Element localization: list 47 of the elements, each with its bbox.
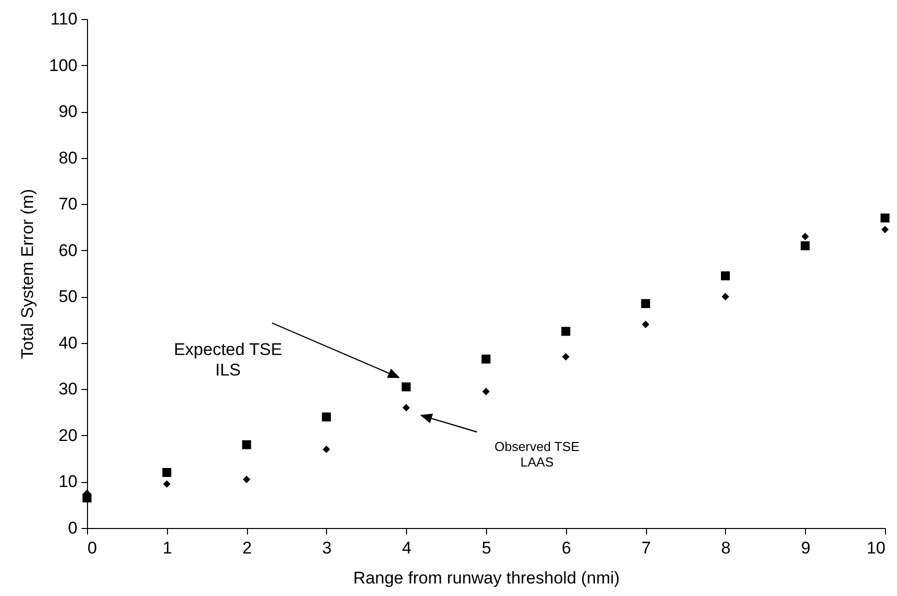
- point: [800, 241, 810, 250]
- y-tick-label: 100: [49, 56, 78, 75]
- annotation: Observed TSE LAAS: [494, 439, 580, 470]
- x-tick-label: 7: [641, 538, 651, 558]
- y-tick-label: 90: [58, 102, 78, 122]
- y-tick-label: 40: [58, 333, 78, 352]
- x-tick-label: 3: [322, 538, 332, 558]
- point: [402, 404, 410, 412]
- x-tick-label: 2: [242, 538, 252, 558]
- x-tick-label: 4: [402, 538, 412, 558]
- point: [163, 480, 171, 488]
- y-tick-label: 110: [50, 10, 78, 28]
- annotation: Expected TSE ILS: [174, 340, 282, 380]
- point: [322, 446, 330, 454]
- y-axis-title: Total System Error (m): [18, 188, 38, 360]
- point: [880, 214, 890, 222]
- point: [562, 353, 570, 360]
- x-tick-label: 0: [88, 538, 97, 558]
- point: [242, 440, 252, 450]
- point: [402, 382, 411, 392]
- point: [242, 476, 250, 484]
- point: [322, 412, 331, 422]
- x-tick-label: 5: [482, 538, 492, 558]
- y-tick-label: 80: [58, 148, 78, 168]
- point: [482, 388, 490, 396]
- point: [482, 354, 490, 364]
- y-tick-label: 20: [58, 426, 78, 445]
- x-tick-label: 6: [562, 538, 572, 558]
- x-tick-label: 8: [721, 538, 731, 558]
- x-tick-label: 10: [866, 538, 886, 558]
- y-tick-label: 50: [58, 287, 78, 306]
- point: [801, 232, 809, 240]
- point: [722, 292, 730, 300]
- y-tick-label: 30: [58, 380, 78, 399]
- x-tick-label: 9: [800, 538, 810, 558]
- x-tick-label: 1: [162, 538, 172, 558]
- y-tick-label: 0: [68, 518, 78, 538]
- y-tick-label: 60: [58, 240, 78, 260]
- y-tick-label: 70: [58, 194, 78, 214]
- point: [720, 271, 730, 280]
- y-tick-label: 10: [58, 472, 78, 492]
- point: [881, 226, 889, 234]
- point: [162, 468, 172, 477]
- point: [641, 299, 650, 308]
- point: [561, 326, 570, 336]
- x-axis-title: Range from runway threshold (nmi): [353, 568, 620, 588]
- point: [642, 320, 650, 328]
